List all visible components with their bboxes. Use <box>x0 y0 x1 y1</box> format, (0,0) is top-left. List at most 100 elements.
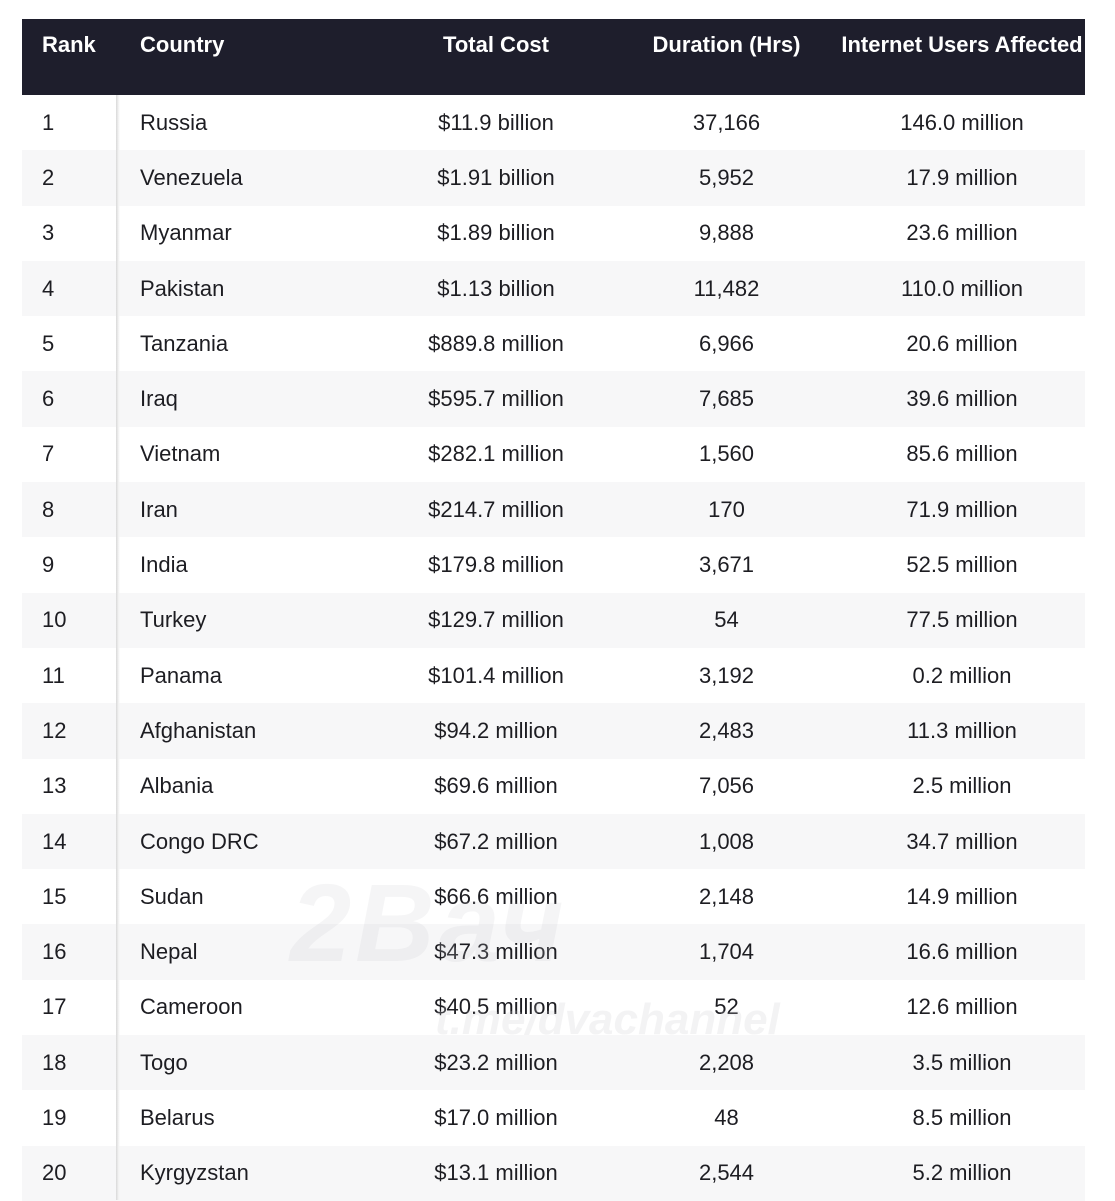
header-country: Country <box>140 32 225 57</box>
cell-total-cost: $40.5 million <box>434 994 558 1020</box>
table-row: 12 Afghanistan $94.2 million 2,483 11.3 mill… <box>22 703 1085 759</box>
cell-users-affected: 71.9 million <box>906 496 1018 522</box>
cell-users-affected: 8.5 million <box>912 1104 1012 1130</box>
cell-total-cost: $1.13 billion <box>437 275 555 301</box>
cell-country: Kyrgyzstan <box>140 1160 249 1186</box>
cell-duration: 7,056 <box>698 773 755 799</box>
cell-rank: 20 <box>42 1160 67 1186</box>
cell-country: Turkey <box>140 607 207 633</box>
table-row: 10 Turkey $129.7 million 54 77.5 million <box>22 592 1085 648</box>
column-divider <box>116 95 120 1200</box>
cell-users-affected: 0.2 million <box>912 662 1012 688</box>
cell-total-cost: $101.4 million <box>428 662 564 688</box>
cell-duration: 3,671 <box>698 552 755 578</box>
data-table: Rank Country Total Cost Duration (Hrs) I… <box>22 19 1085 1201</box>
cell-rank: 14 <box>42 828 67 854</box>
table-row: 16 Nepal $47.3 million 1,704 16.6 million <box>22 924 1085 980</box>
cell-rank: 18 <box>42 1049 67 1075</box>
cell-users-affected: 5.2 million <box>912 1160 1012 1186</box>
cell-total-cost: $1.91 billion <box>437 164 555 190</box>
cell-duration: 2,483 <box>698 717 755 743</box>
table-row: 18 Togo $23.2 million 2,208 3.5 million <box>22 1035 1085 1091</box>
cell-total-cost: $69.6 million <box>434 773 558 799</box>
cell-users-affected: 52.5 million <box>906 552 1018 578</box>
cell-total-cost: $11.9 billion <box>438 109 554 135</box>
cell-duration: 9,888 <box>698 220 755 246</box>
cell-duration: 1,704 <box>698 939 755 965</box>
table-row: 6 Iraq $595.7 million 7,685 39.6 million <box>22 371 1085 427</box>
cell-total-cost: $23.2 million <box>434 1049 558 1075</box>
header-total-cost: Total Cost <box>443 32 549 57</box>
cell-users-affected: 146.0 million <box>900 109 1024 135</box>
cell-rank: 7 <box>42 441 55 467</box>
cell-rank: 12 <box>42 717 67 743</box>
cell-total-cost: $889.8 million <box>428 330 564 356</box>
table-row: 2 Venezuela $1.91 billion 5,952 17.9 million <box>22 150 1085 206</box>
cell-country: Myanmar <box>140 220 232 246</box>
table-row: 17 Cameroon $40.5 million 52 12.6 million <box>22 980 1085 1035</box>
cell-users-affected: 17.9 million <box>906 164 1018 190</box>
table-row: 15 Sudan $66.6 million 2,148 14.9 million <box>22 869 1085 924</box>
cell-country: Cameroon <box>140 994 243 1020</box>
cell-duration: 3,192 <box>698 662 755 688</box>
table-row: 4 Pakistan $1.13 billion 11,482 110.0 millio… <box>22 260 1085 317</box>
table-row: 1 Russia $11.9 billion 37,166 146.0 million <box>22 95 1085 150</box>
cell-users-affected: 2.5 million <box>912 773 1012 799</box>
cell-total-cost: $13.1 million <box>434 1160 558 1186</box>
cell-users-affected: 77.5 million <box>906 607 1018 633</box>
cell-total-cost: $47.3 million <box>434 939 558 965</box>
cell-total-cost: $67.2 million <box>434 828 558 854</box>
cell-users-affected: 11.3 million <box>907 717 1017 743</box>
cell-country: Iran <box>140 496 178 522</box>
cell-users-affected: 39.6 million <box>906 386 1018 412</box>
cell-total-cost: $179.8 million <box>428 552 564 578</box>
cell-duration: 170 <box>708 496 745 522</box>
cell-users-affected: 14.9 million <box>906 883 1018 909</box>
cell-total-cost: $214.7 million <box>428 496 564 522</box>
cell-rank: 6 <box>42 386 55 412</box>
cell-duration: 1,560 <box>698 441 755 467</box>
cell-country: Venezuela <box>140 164 243 190</box>
cell-duration: 1,008 <box>698 828 755 854</box>
cell-rank: 11 <box>42 662 65 688</box>
cell-duration: 5,952 <box>698 164 755 190</box>
cell-country: Tanzania <box>140 330 229 356</box>
cell-country: Iraq <box>140 386 178 412</box>
cell-duration: 54 <box>714 607 739 633</box>
cell-total-cost: $129.7 million <box>428 607 564 633</box>
cell-total-cost: $1.89 billion <box>437 220 555 246</box>
cell-country: Nepal <box>140 939 198 965</box>
cell-duration: 7,685 <box>698 386 755 412</box>
cell-country: Afghanistan <box>140 717 257 743</box>
table-row: 19 Belarus $17.0 million 48 8.5 million <box>22 1090 1085 1145</box>
cell-duration: 11,482 <box>693 275 760 301</box>
cell-country: Albania <box>140 773 214 799</box>
cell-users-affected: 110.0 million <box>901 275 1023 301</box>
cell-users-affected: 23.6 million <box>906 220 1018 246</box>
cell-duration: 2,208 <box>698 1049 755 1075</box>
cell-rank: 15 <box>42 883 67 909</box>
cell-duration: 6,966 <box>698 330 755 356</box>
cell-country: Sudan <box>140 883 204 909</box>
table-body: 1 Russia $11.9 billion 37,166 146.0 million 2… <box>22 95 1085 1201</box>
cell-users-affected: 16.6 million <box>906 939 1018 965</box>
cell-duration: 2,148 <box>698 883 755 909</box>
cell-duration: 52 <box>714 994 739 1020</box>
table-row: 5 Tanzania $889.8 million 6,966 20.6 million <box>22 316 1085 371</box>
cell-country: Pakistan <box>140 275 225 301</box>
cell-rank: 1 <box>42 109 55 135</box>
cell-total-cost: $66.6 million <box>434 883 558 909</box>
cell-users-affected: 85.6 million <box>906 441 1018 467</box>
cell-rank: 9 <box>42 552 55 578</box>
cell-rank: 13 <box>42 773 67 799</box>
cell-rank: 8 <box>42 496 55 522</box>
cell-rank: 17 <box>42 994 67 1020</box>
header-rank: Rank <box>42 32 96 57</box>
cell-country: Belarus <box>140 1104 215 1130</box>
cell-rank: 10 <box>42 607 67 633</box>
cell-total-cost: $94.2 million <box>434 717 558 743</box>
table-row: 11 Panama $101.4 million 3,192 0.2 million <box>22 648 1085 703</box>
cell-country: Vietnam <box>140 441 221 467</box>
cell-country: Panama <box>140 662 222 688</box>
table-row: 9 India $179.8 million 3,671 52.5 million <box>22 537 1085 592</box>
